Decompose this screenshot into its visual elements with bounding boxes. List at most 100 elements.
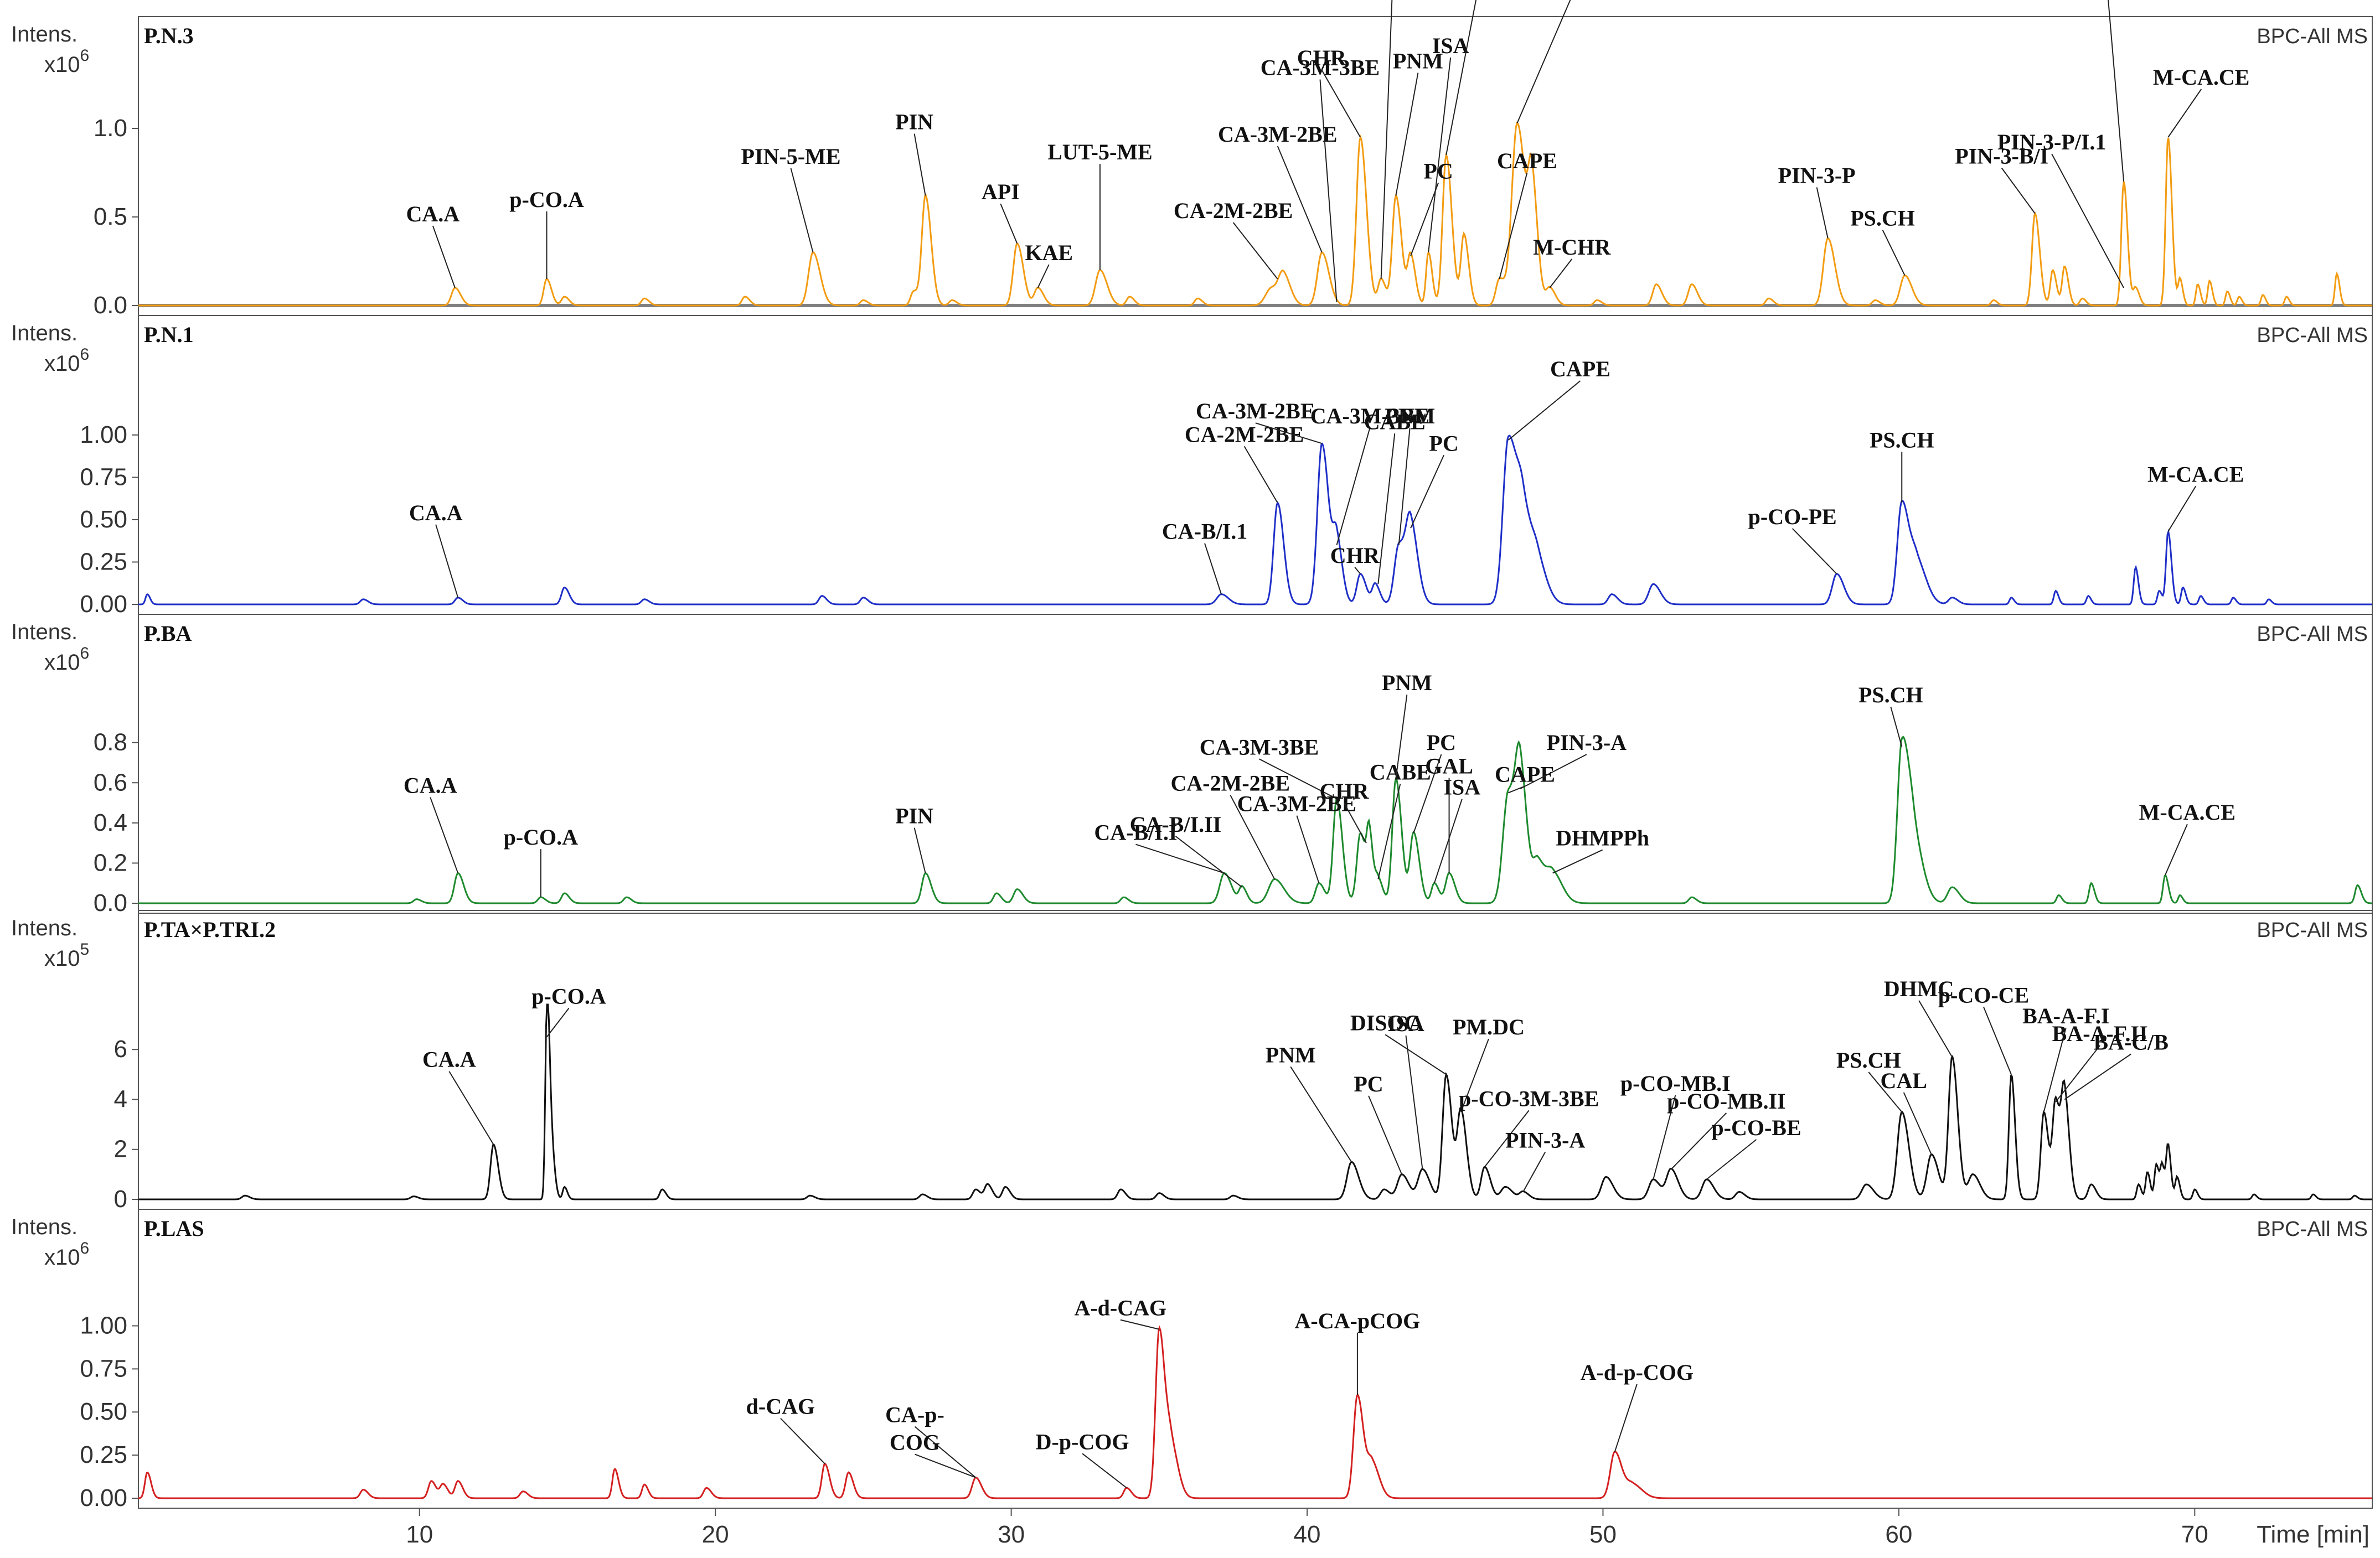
annotation-leader — [1395, 73, 1419, 196]
y-tick-label: 0.0 — [94, 292, 127, 319]
y-tick-label: 1.00 — [80, 421, 127, 448]
annotation-leader — [1706, 1139, 1757, 1180]
annotation-leader — [1890, 706, 1903, 747]
annotation-leader — [1321, 69, 1361, 138]
peak-annotation: ISA — [1432, 33, 1469, 58]
peak-annotation: CAPE — [1497, 148, 1557, 173]
peak-annotation: CHR — [1297, 45, 1347, 70]
y-exponent-superscript: 6 — [80, 1239, 90, 1257]
annotation-leader — [1520, 754, 1587, 790]
panel-sample-label: P.N.1 — [144, 322, 194, 347]
peak-annotation: CA-3M-3BE — [1200, 734, 1319, 759]
annotation-leader — [913, 827, 926, 873]
peak-annotation: GAL — [1425, 754, 1473, 779]
y-tick-label: 0.50 — [80, 506, 127, 533]
annotation-leader — [1368, 1095, 1402, 1175]
annotation-leader — [914, 1426, 977, 1478]
peak-annotation: A-d-CAG — [1074, 1296, 1166, 1321]
y-axis-label: Intens. — [11, 620, 78, 644]
peak-annotation: CA-2M-2BE — [1170, 770, 1290, 795]
annotation-leader — [1398, 427, 1411, 545]
annotation-leader — [1395, 694, 1408, 779]
peak-annotation: KAE — [1025, 240, 1073, 265]
x-tick-label: 60 — [1885, 1521, 1912, 1548]
annotation-leader — [1614, 1384, 1638, 1452]
peak-annotation: PIN-5-ME — [741, 144, 841, 169]
annotation-leader — [1259, 758, 1337, 800]
peak-annotation: A-d-p-COG — [1581, 1360, 1694, 1385]
annotation-leader — [2055, 1045, 2100, 1102]
chromatogram-panel: Intens.x106 0.0 0.2 0.4 0.6 0.8 P.BA BPC-All MS… — [11, 614, 2373, 917]
panel-mode-label: BPC-All MS — [2257, 324, 2368, 347]
peak-annotation: PC — [1429, 431, 1458, 456]
peak-annotation: p-CO-3M-3BE — [1459, 1086, 1599, 1111]
peak-annotation: CHR — [1319, 779, 1369, 804]
annotation-leader — [1135, 843, 1225, 874]
annotation-leader — [1354, 567, 1361, 574]
annotation-leader — [546, 1008, 570, 1038]
y-axis-label: Intens. — [11, 1215, 78, 1239]
annotation-leader — [1232, 222, 1278, 279]
peak-annotation: p-CO.A — [531, 984, 606, 1009]
chromatogram-trace — [138, 1003, 2372, 1200]
y-tick-label: 1.0 — [94, 115, 127, 142]
annotation-leader — [780, 1418, 825, 1464]
panel-mode-label: BPC-All MS — [2257, 623, 2368, 646]
x-tick-label: 40 — [1294, 1521, 1321, 1548]
annotation-leader — [1255, 422, 1323, 444]
annotation-leader — [1319, 79, 1338, 302]
chromatogram-trace — [138, 1325, 2372, 1499]
y-tick-label: 0.75 — [80, 1355, 127, 1382]
annotation-leader — [1670, 1112, 1727, 1170]
peak-annotation: BA-A-F.I — [2022, 1003, 2109, 1028]
annotation-leader — [1507, 380, 1581, 441]
annotation-leader — [1120, 1319, 1160, 1330]
panel-sample-label: P.N.3 — [144, 23, 194, 48]
annotation-leader — [1484, 1110, 1530, 1167]
peak-annotation: PS.CH — [1850, 206, 1915, 231]
panel-mode-label: BPC-All MS — [2257, 919, 2368, 942]
peak-annotation: LUT-5-ME — [1047, 139, 1153, 164]
annotation-leader — [1296, 815, 1320, 884]
peak-annotation: PM.DC — [1453, 1014, 1525, 1039]
x-tick-label: 70 — [2181, 1521, 2208, 1548]
annotation-leader — [1903, 1092, 1932, 1155]
annotation-leader — [2001, 168, 2036, 214]
annotation-leader — [1410, 454, 1444, 529]
peak-annotation: CABE — [1370, 759, 1431, 784]
peak-annotation: M-CA.CE — [2153, 65, 2249, 90]
y-axis-label: Intens. — [11, 321, 78, 345]
annotation-leader — [1983, 1006, 2012, 1075]
peak-annotation: PIN — [895, 804, 933, 829]
peak-annotation: M-CA.CE — [2147, 462, 2244, 486]
peak-annotation: CA-B/I.1 — [1162, 519, 1247, 544]
annotation-leader — [913, 133, 926, 196]
y-tick-label: 0.25 — [80, 1441, 127, 1468]
peak-annotation: PNM — [1266, 1042, 1316, 1067]
annotation-leader — [1516, 0, 1571, 123]
peak-annotation: CA-2M-2BE — [1174, 198, 1293, 223]
annotation-leader — [790, 168, 814, 253]
peak-annotation: PNM — [1385, 403, 1435, 428]
peak-annotation: CAPE — [1550, 356, 1610, 381]
annotation-leader — [1277, 146, 1323, 253]
peak-annotation: PC — [1354, 1072, 1383, 1096]
peak-annotation: p-CO-MB.II — [1667, 1089, 1785, 1114]
y-tick-label: 1.00 — [80, 1312, 127, 1339]
peak-annotation: p-CO.A — [504, 825, 579, 850]
panel-sample-label: P.LAS — [144, 1216, 204, 1241]
chromatogram-panel: Intens.x106 0.0 0.5 1.0 P.N.3 BPC-All MS CA.A p… — [11, 0, 2373, 319]
y-exponent-superscript: 6 — [80, 345, 90, 364]
peak-annotation: PS.CH — [1870, 427, 1934, 452]
x-axis: 10 20 30 40 50 60 70 Time [min] — [406, 1508, 2369, 1548]
annotation-leader — [2164, 824, 2188, 876]
y-tick-label: 0.25 — [80, 548, 127, 575]
annotation-leader — [2167, 89, 2202, 138]
annotation-leader — [1918, 1000, 1953, 1058]
y-exponent-superscript: 6 — [80, 46, 90, 65]
annotation-leader — [1552, 849, 1603, 874]
annotation-leader — [1380, 0, 1393, 279]
panel-frame — [138, 614, 2373, 914]
y-axis-label: Intens. — [11, 916, 78, 940]
annotation-leader — [1499, 172, 1528, 279]
